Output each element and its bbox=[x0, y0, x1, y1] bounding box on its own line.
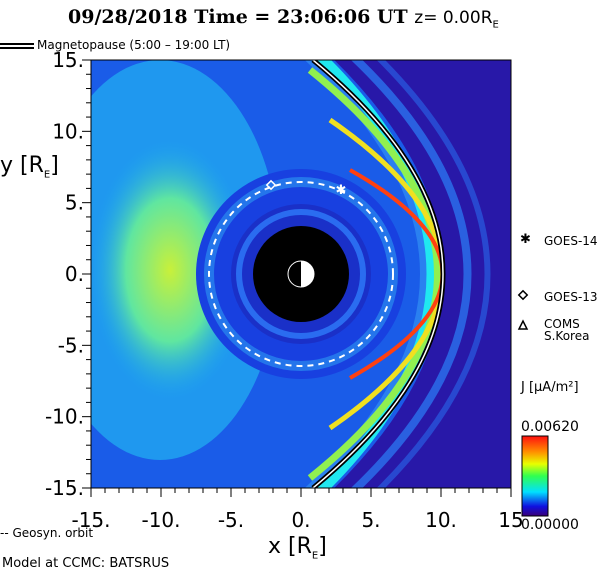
model-label: Model at CCMC: BATSRUS bbox=[2, 556, 170, 571]
x-axis-ticks: -15. -10. -5. 0. 5. 10. 15 bbox=[71, 488, 524, 532]
x-tick-label: -5. bbox=[218, 508, 244, 532]
colorbar-min: 0.00000 bbox=[521, 517, 579, 533]
y-tick-label: 10. bbox=[52, 119, 84, 143]
x-tick-label: 5. bbox=[361, 508, 380, 532]
goes14-legend: GOES-14 bbox=[544, 234, 598, 248]
y-tick-label: 5. bbox=[65, 191, 84, 215]
y-tick-label: -10. bbox=[45, 405, 84, 429]
magnetopause-legend: Magnetopause (5:00 – 19:00 LT) bbox=[37, 38, 231, 52]
y-axis-label: y [RE] bbox=[0, 153, 59, 181]
goes14-marker: ✱ bbox=[336, 183, 347, 198]
y-tick-label: -15. bbox=[45, 476, 84, 500]
y-tick-label: 0. bbox=[65, 262, 84, 286]
x-tick-label: -10. bbox=[141, 508, 180, 532]
coms-legend: COMS S.Korea bbox=[544, 317, 590, 343]
x-tick-label: -15. bbox=[71, 508, 110, 532]
x-axis-label: x [RE] bbox=[268, 534, 327, 562]
y-tick-label: -5. bbox=[58, 333, 84, 357]
y-axis-ticks: 15. 10. 5. 0. -5. -10. -15. bbox=[45, 48, 91, 500]
x-tick-label: 0. bbox=[291, 508, 310, 532]
geosyn-legend: -- Geosyn. orbit bbox=[0, 526, 94, 540]
x-tick-label: 10. bbox=[425, 508, 457, 532]
goes13-legend: GOES-13 bbox=[544, 290, 598, 304]
goes13-marker bbox=[265, 179, 277, 191]
geosync-orbit bbox=[208, 181, 394, 367]
plot-title: 09/28/2018 Time = 23:06:06 UT z= 0.00RE bbox=[68, 6, 499, 31]
goes13-legend-icon bbox=[517, 289, 529, 301]
goes14-legend-icon: ✱ bbox=[520, 232, 531, 247]
x-tick-label: 15 bbox=[498, 508, 523, 532]
coms-legend-icon bbox=[517, 319, 529, 330]
y-tick-label: 15. bbox=[52, 48, 84, 72]
heatmap: ✱ bbox=[91, 60, 511, 488]
colorbar bbox=[521, 435, 549, 517]
colorbar-max: 0.00620 bbox=[521, 419, 579, 435]
colorbar-label: J [μA/m²] bbox=[521, 380, 579, 395]
